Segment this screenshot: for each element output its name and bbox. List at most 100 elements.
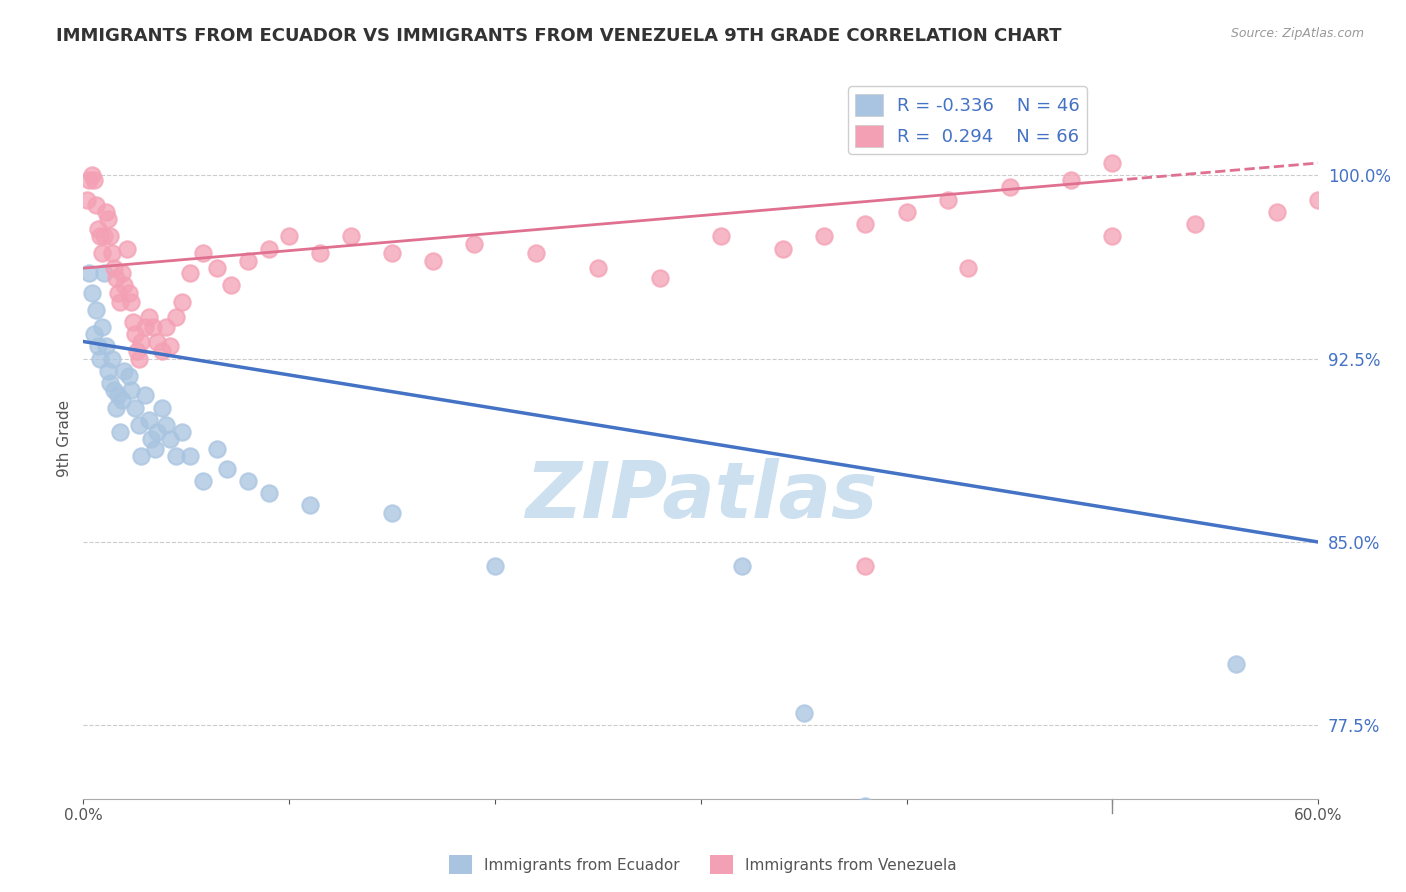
Point bbox=[793, 706, 815, 721]
Point bbox=[110, 425, 132, 439]
Point bbox=[586, 261, 609, 276]
Point bbox=[101, 246, 124, 260]
Point bbox=[165, 450, 187, 464]
Point bbox=[155, 417, 177, 432]
Point bbox=[120, 384, 142, 398]
Point bbox=[172, 295, 194, 310]
Point bbox=[524, 246, 547, 260]
Point bbox=[772, 242, 794, 256]
Point bbox=[114, 278, 136, 293]
Point bbox=[381, 506, 404, 520]
Point bbox=[236, 474, 259, 488]
Text: ZIPatlas: ZIPatlas bbox=[524, 458, 877, 533]
Point bbox=[98, 376, 121, 390]
Point bbox=[83, 173, 105, 187]
Point bbox=[97, 364, 120, 378]
Point bbox=[121, 315, 143, 329]
Point bbox=[134, 388, 156, 402]
Point bbox=[134, 319, 156, 334]
Point bbox=[855, 559, 877, 574]
Point bbox=[159, 433, 181, 447]
Point bbox=[93, 229, 115, 244]
Point bbox=[381, 246, 404, 260]
Point bbox=[855, 217, 877, 231]
Point bbox=[128, 351, 150, 366]
Point bbox=[1265, 205, 1288, 219]
Point bbox=[298, 499, 321, 513]
Point bbox=[1060, 173, 1083, 187]
Point bbox=[710, 229, 733, 244]
Point bbox=[1184, 217, 1206, 231]
Point bbox=[179, 266, 201, 280]
Point bbox=[79, 173, 101, 187]
Point bbox=[648, 271, 671, 285]
Point bbox=[76, 193, 98, 207]
Legend: R = -0.336    N = 46, R =  0.294    N = 66: R = -0.336 N = 46, R = 0.294 N = 66 bbox=[848, 87, 1087, 154]
Y-axis label: 9th Grade: 9th Grade bbox=[58, 400, 72, 476]
Text: Source: ZipAtlas.com: Source: ZipAtlas.com bbox=[1230, 27, 1364, 40]
Point bbox=[142, 319, 165, 334]
Point bbox=[84, 197, 107, 211]
Point bbox=[146, 425, 169, 439]
Point bbox=[1101, 156, 1123, 170]
Point bbox=[155, 319, 177, 334]
Point bbox=[125, 344, 148, 359]
Point bbox=[191, 246, 214, 260]
Point bbox=[129, 450, 152, 464]
Point bbox=[165, 310, 187, 324]
Point bbox=[257, 486, 280, 500]
Point bbox=[150, 401, 173, 415]
Point bbox=[94, 339, 117, 353]
Point bbox=[94, 205, 117, 219]
Point bbox=[107, 388, 129, 402]
Point bbox=[731, 559, 754, 574]
Legend: Immigrants from Ecuador, Immigrants from Venezuela: Immigrants from Ecuador, Immigrants from… bbox=[443, 849, 963, 880]
Point bbox=[86, 222, 108, 236]
Point bbox=[111, 266, 134, 280]
Point bbox=[89, 351, 111, 366]
Point bbox=[90, 246, 112, 260]
Point bbox=[138, 310, 160, 324]
Point bbox=[111, 393, 134, 408]
Point bbox=[124, 327, 146, 342]
Point bbox=[236, 253, 259, 268]
Point bbox=[1308, 193, 1330, 207]
Point bbox=[143, 442, 166, 456]
Point bbox=[998, 180, 1021, 194]
Point bbox=[101, 351, 124, 366]
Point bbox=[422, 253, 444, 268]
Point bbox=[103, 261, 125, 276]
Point bbox=[172, 425, 194, 439]
Point bbox=[128, 417, 150, 432]
Point bbox=[105, 271, 128, 285]
Point bbox=[84, 302, 107, 317]
Point bbox=[115, 242, 138, 256]
Point bbox=[855, 799, 877, 814]
Point bbox=[257, 242, 280, 256]
Point bbox=[117, 285, 139, 300]
Point bbox=[159, 339, 181, 353]
Point bbox=[221, 278, 243, 293]
Point bbox=[90, 319, 112, 334]
Point bbox=[484, 559, 506, 574]
Point bbox=[129, 334, 152, 349]
Point bbox=[1101, 229, 1123, 244]
Point bbox=[205, 261, 228, 276]
Point bbox=[120, 295, 142, 310]
Point bbox=[463, 236, 485, 251]
Point bbox=[813, 229, 835, 244]
Text: IMMIGRANTS FROM ECUADOR VS IMMIGRANTS FROM VENEZUELA 9TH GRADE CORRELATION CHART: IMMIGRANTS FROM ECUADOR VS IMMIGRANTS FR… bbox=[56, 27, 1062, 45]
Point bbox=[896, 205, 918, 219]
Point bbox=[80, 285, 103, 300]
Point bbox=[138, 413, 160, 427]
Point bbox=[97, 212, 120, 227]
Point bbox=[83, 327, 105, 342]
Point bbox=[80, 168, 103, 182]
Point bbox=[107, 285, 129, 300]
Point bbox=[103, 384, 125, 398]
Point bbox=[105, 401, 128, 415]
Point bbox=[146, 334, 169, 349]
Point bbox=[79, 266, 101, 280]
Point bbox=[309, 246, 332, 260]
Point bbox=[936, 193, 959, 207]
